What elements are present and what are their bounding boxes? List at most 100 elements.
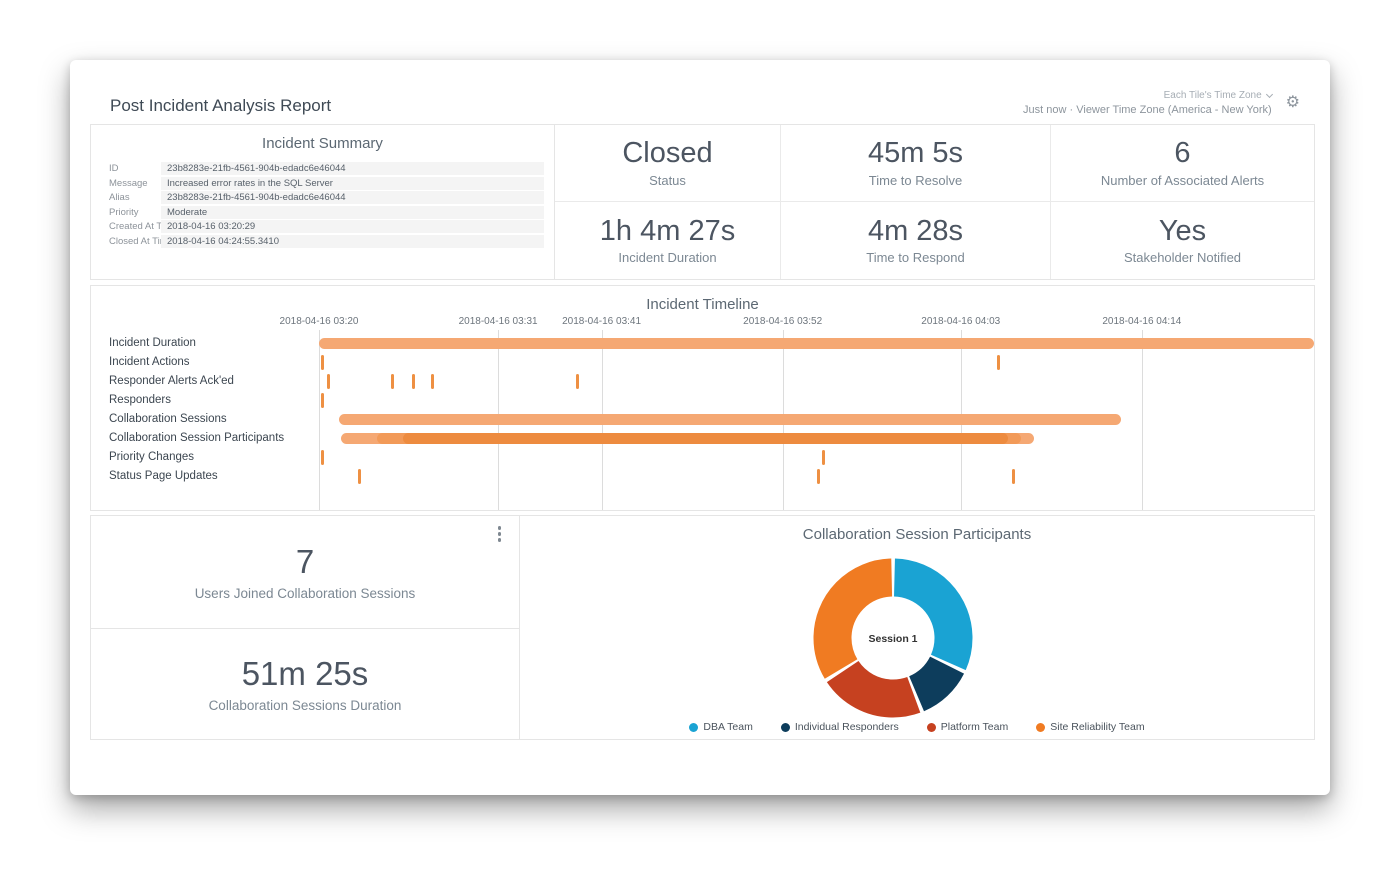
- timeline-event-tick[interactable]: [431, 374, 435, 389]
- summary-row: Closed At Time 2018-04-16 04:24:55.3410: [91, 234, 544, 248]
- viewer-timezone-text: Viewer Time Zone (America - New York): [1076, 104, 1272, 116]
- timeline-axis-label: 2018-04-16 03:41: [562, 316, 642, 327]
- timeline-row-label: Incident Actions: [109, 356, 190, 368]
- timeline-row-label: Responders: [109, 394, 172, 406]
- timeline-event-tick[interactable]: [411, 374, 415, 389]
- summary-row-value: 23b8283e-21fb-4561-904b-edadc6e46044: [161, 191, 544, 204]
- legend-label: Platform Team: [940, 721, 1009, 733]
- summary-row: Message Increased error rates in the SQL …: [91, 176, 544, 190]
- timeline-event-tick[interactable]: [320, 355, 324, 370]
- stat-tile-label: Number of Associated Alerts: [1100, 172, 1265, 188]
- summary-row-label: Created At Time: [109, 221, 178, 232]
- last-updated-text: Just now: [1023, 104, 1067, 116]
- sessions-duration-value: 51m 25s: [241, 655, 369, 692]
- timeline-event-tick[interactable]: [320, 393, 324, 408]
- timeline-lane: [319, 353, 1314, 372]
- stat-tile: Closed Status: [555, 125, 781, 202]
- legend-label: Individual Responders: [794, 721, 899, 733]
- timeline-event-tick[interactable]: [1011, 469, 1015, 484]
- summary-row-label: ID: [109, 163, 119, 174]
- timeline-lane: [319, 410, 1314, 429]
- timeline-lane: [319, 429, 1314, 448]
- timeline-event-tick[interactable]: [320, 450, 324, 465]
- legend-item[interactable]: Site Reliability Team: [1036, 721, 1145, 733]
- summary-row-label: Closed At Time: [109, 235, 173, 247]
- stat-tile-label: Incident Duration: [618, 250, 717, 266]
- legend-item[interactable]: Individual Responders: [780, 721, 899, 733]
- incident-summary-panel: Incident Summary ID 23b8283e-21fb-4561-90…: [90, 124, 555, 280]
- timeline-row-label: Responder Alerts Ack'ed: [109, 375, 234, 387]
- stat-tile-label: Time to Respond: [866, 250, 965, 266]
- stat-tile: Yes Stakeholder Notified: [1051, 202, 1314, 279]
- summary-row-value: 23b8283e-21fb-4561-904b-edadc6e46044: [161, 162, 544, 175]
- sessions-duration-tile: 51m 25s Collaboration Sessions Duration: [90, 628, 520, 740]
- participants-title: Collaboration Session Participants: [802, 526, 1032, 543]
- timeline-axis-label: 2018-04-16 04:03: [921, 316, 1001, 327]
- timeline-bar[interactable]: [319, 338, 1314, 349]
- summary-row-label: Message: [109, 177, 148, 189]
- users-joined-tile: 7 Users Joined Collaboration Sessions: [90, 515, 520, 629]
- timeline-axis-label: 2018-04-16 03:20: [279, 316, 359, 327]
- stat-tile-label: Stakeholder Notified: [1123, 250, 1242, 266]
- summary-row: Created At Time 2018-04-16 03:20:29: [91, 220, 544, 233]
- timeline-event-tick[interactable]: [390, 374, 394, 389]
- timeline-event-tick[interactable]: [575, 374, 579, 389]
- legend-item[interactable]: DBA Team: [689, 721, 753, 733]
- legend-label: DBA Team: [703, 721, 753, 733]
- timeline-lane: [319, 448, 1314, 467]
- participants-legend: DBA Team Individual Responders Platform Te…: [520, 721, 1314, 733]
- stat-tile-value: Yes: [1158, 214, 1207, 247]
- gear-icon[interactable]: ⚙: [1285, 94, 1300, 111]
- timeline-row-label: Incident Duration: [109, 337, 196, 349]
- timeline-event-tick[interactable]: [996, 355, 1000, 370]
- timeline-chart: 2018-04-16 03:20 2018-04-16 03:31 2018-04-…: [91, 316, 1314, 510]
- timeline-bar[interactable]: [338, 414, 1121, 425]
- stat-tile-value: 1h 4m 27s: [599, 214, 736, 247]
- legend-dot: [1036, 722, 1046, 732]
- donut-center-label: Session 1: [868, 633, 917, 645]
- summary-row-value: 2018-04-16 03:20:29: [161, 220, 544, 233]
- stat-tile-label: Status: [649, 172, 686, 188]
- timeline-axis-label: 2018-04-16 03:31: [458, 316, 538, 327]
- timeline-axis-label: 2018-04-16 03:52: [743, 316, 823, 327]
- kebab-menu-icon[interactable]: [497, 526, 501, 542]
- donut-slice[interactable]: [813, 558, 973, 718]
- incident-timeline-title: Incident Timeline: [646, 296, 759, 313]
- stat-tile-value: 6: [1174, 137, 1191, 170]
- legend-dot: [926, 722, 936, 732]
- stat-tile: 4m 28s Time to Respond: [781, 202, 1051, 279]
- stat-tile-value: 45m 5s: [867, 137, 964, 170]
- timeline-row-label: Priority Changes: [109, 451, 195, 463]
- summary-row: ID 23b8283e-21fb-4561-904b-edadc6e46044: [91, 162, 544, 175]
- page-title: Post Incident Analysis Report: [110, 96, 332, 115]
- timeline-gridline: [1141, 330, 1143, 510]
- timeline-lane: [319, 467, 1314, 486]
- stat-tile-label: Time to Resolve: [868, 172, 963, 188]
- timezone-meta: Just now · Viewer Time Zone (America - N…: [1023, 104, 1272, 116]
- stat-tile: 45m 5s Time to Resolve: [781, 125, 1051, 202]
- timeline-event-tick[interactable]: [357, 469, 361, 484]
- donut-slice[interactable]: [813, 558, 973, 718]
- participants-donut-chart: Session 1: [813, 558, 973, 718]
- summary-row-label: Alias: [109, 192, 130, 203]
- stat-tile-value: 4m 28s: [867, 214, 964, 247]
- sessions-duration-label: Collaboration Sessions Duration: [208, 698, 402, 713]
- timeline-event-tick[interactable]: [817, 469, 821, 484]
- chevron-down-icon: [1265, 90, 1273, 99]
- summary-row-value: 2018-04-16 04:24:55.3410: [161, 234, 544, 248]
- stat-tile-value: Closed: [622, 137, 713, 170]
- timeline-bar[interactable]: [402, 433, 1008, 444]
- timezone-block: Each Tile's Time Zone Just now · Viewer …: [1023, 90, 1273, 116]
- timeline-row-label: Collaboration Sessions: [109, 413, 227, 425]
- donut-slice[interactable]: [813, 558, 973, 718]
- summary-row-value: Moderate: [161, 205, 544, 219]
- timeline-axis-label: 2018-04-16 04:14: [1102, 316, 1182, 327]
- timeline-event-tick[interactable]: [326, 374, 330, 389]
- separator-dot: ·: [1069, 104, 1074, 116]
- timeline-event-tick[interactable]: [822, 450, 826, 465]
- tile-timezone-selector[interactable]: Each Tile's Time Zone: [1023, 90, 1273, 101]
- summary-row: Alias 23b8283e-21fb-4561-904b-edadc6e4604…: [91, 191, 544, 204]
- tile-timezone-label: Each Tile's Time Zone: [1163, 90, 1262, 101]
- legend-item[interactable]: Platform Team: [926, 721, 1009, 733]
- stat-tile: 1h 4m 27s Incident Duration: [555, 202, 781, 279]
